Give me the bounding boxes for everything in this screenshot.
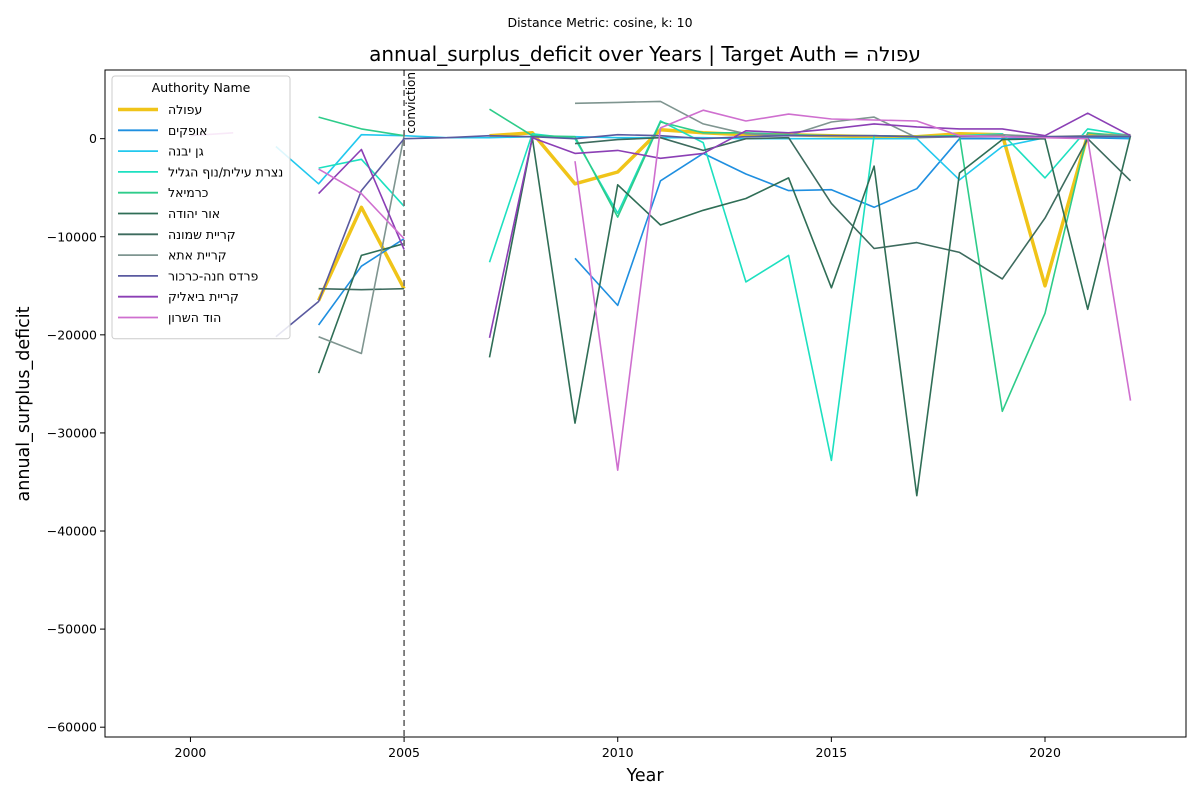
series-line-0 bbox=[317, 128, 1131, 302]
y-tick-label--30000: −30000 bbox=[47, 425, 97, 440]
chart-title: annual_surplus_deficit over Years | Targ… bbox=[369, 42, 921, 66]
x-tick-label-2020: 2020 bbox=[1029, 745, 1061, 760]
legend-box bbox=[111, 75, 291, 340]
y-axis-label: annual_surplus_deficit bbox=[14, 306, 34, 501]
y-tick-label--20000: −20000 bbox=[47, 327, 97, 342]
legend-title: Authority Name bbox=[152, 80, 251, 95]
y-tick-label--50000: −50000 bbox=[47, 622, 97, 637]
series-line-3 bbox=[318, 120, 1131, 462]
series-line-10 bbox=[190, 109, 1132, 471]
axes-group: 2000 2005 2010 2015 2020 −60000 −50000 −40000 −3… bbox=[47, 69, 1187, 760]
series-line-9 bbox=[318, 112, 1131, 338]
legend-entry-8: פרדס חנה-כרכור bbox=[168, 268, 259, 283]
chart-suptitle: Distance Metric: cosine, k: 10 bbox=[507, 15, 692, 30]
legend-entry-5: אור יהודה bbox=[168, 206, 220, 221]
plot-series-group bbox=[190, 100, 1132, 497]
x-tick-label-2000: 2000 bbox=[175, 745, 207, 760]
x-tick-label-2010: 2010 bbox=[602, 745, 634, 760]
y-tick-label--60000: −60000 bbox=[47, 720, 97, 735]
y-tick-label--40000: −40000 bbox=[47, 524, 97, 539]
legend-entry-2: גן יבנה bbox=[168, 144, 204, 159]
x-tick-label-2005: 2005 bbox=[388, 745, 420, 760]
x-axis-label: Year bbox=[625, 766, 664, 786]
plot-frame bbox=[104, 69, 1187, 738]
legend-entry-1: אופקים bbox=[168, 123, 208, 138]
y-tick-label-0: 0 bbox=[89, 131, 97, 146]
legend-entry-0: עפולה bbox=[168, 102, 202, 117]
legend: Authority Name עפולה אופקים גן יבנה נצרת עיל… bbox=[111, 75, 291, 340]
legend-entry-9: קריית ביאליק bbox=[168, 289, 239, 304]
conviction-label: conviction bbox=[404, 72, 418, 134]
annotation-group: conviction bbox=[403, 70, 418, 737]
legend-entry-7: קריית אתא bbox=[168, 248, 227, 263]
series-line-5 bbox=[317, 135, 1132, 497]
series-line-2 bbox=[275, 133, 1131, 185]
legend-entry-6: קריית שמונה bbox=[168, 227, 236, 242]
series-line-6 bbox=[318, 136, 1132, 291]
series-line-1 bbox=[317, 136, 1131, 326]
legend-entry-4: כרמיאל bbox=[168, 185, 208, 200]
y-tick-label--10000: −10000 bbox=[47, 229, 97, 244]
x-tick-label-2015: 2015 bbox=[815, 745, 847, 760]
legend-entry-3: נצרת עילית/נוף הגליל bbox=[168, 164, 283, 179]
legend-entry-10: הוד השרון bbox=[168, 310, 221, 325]
